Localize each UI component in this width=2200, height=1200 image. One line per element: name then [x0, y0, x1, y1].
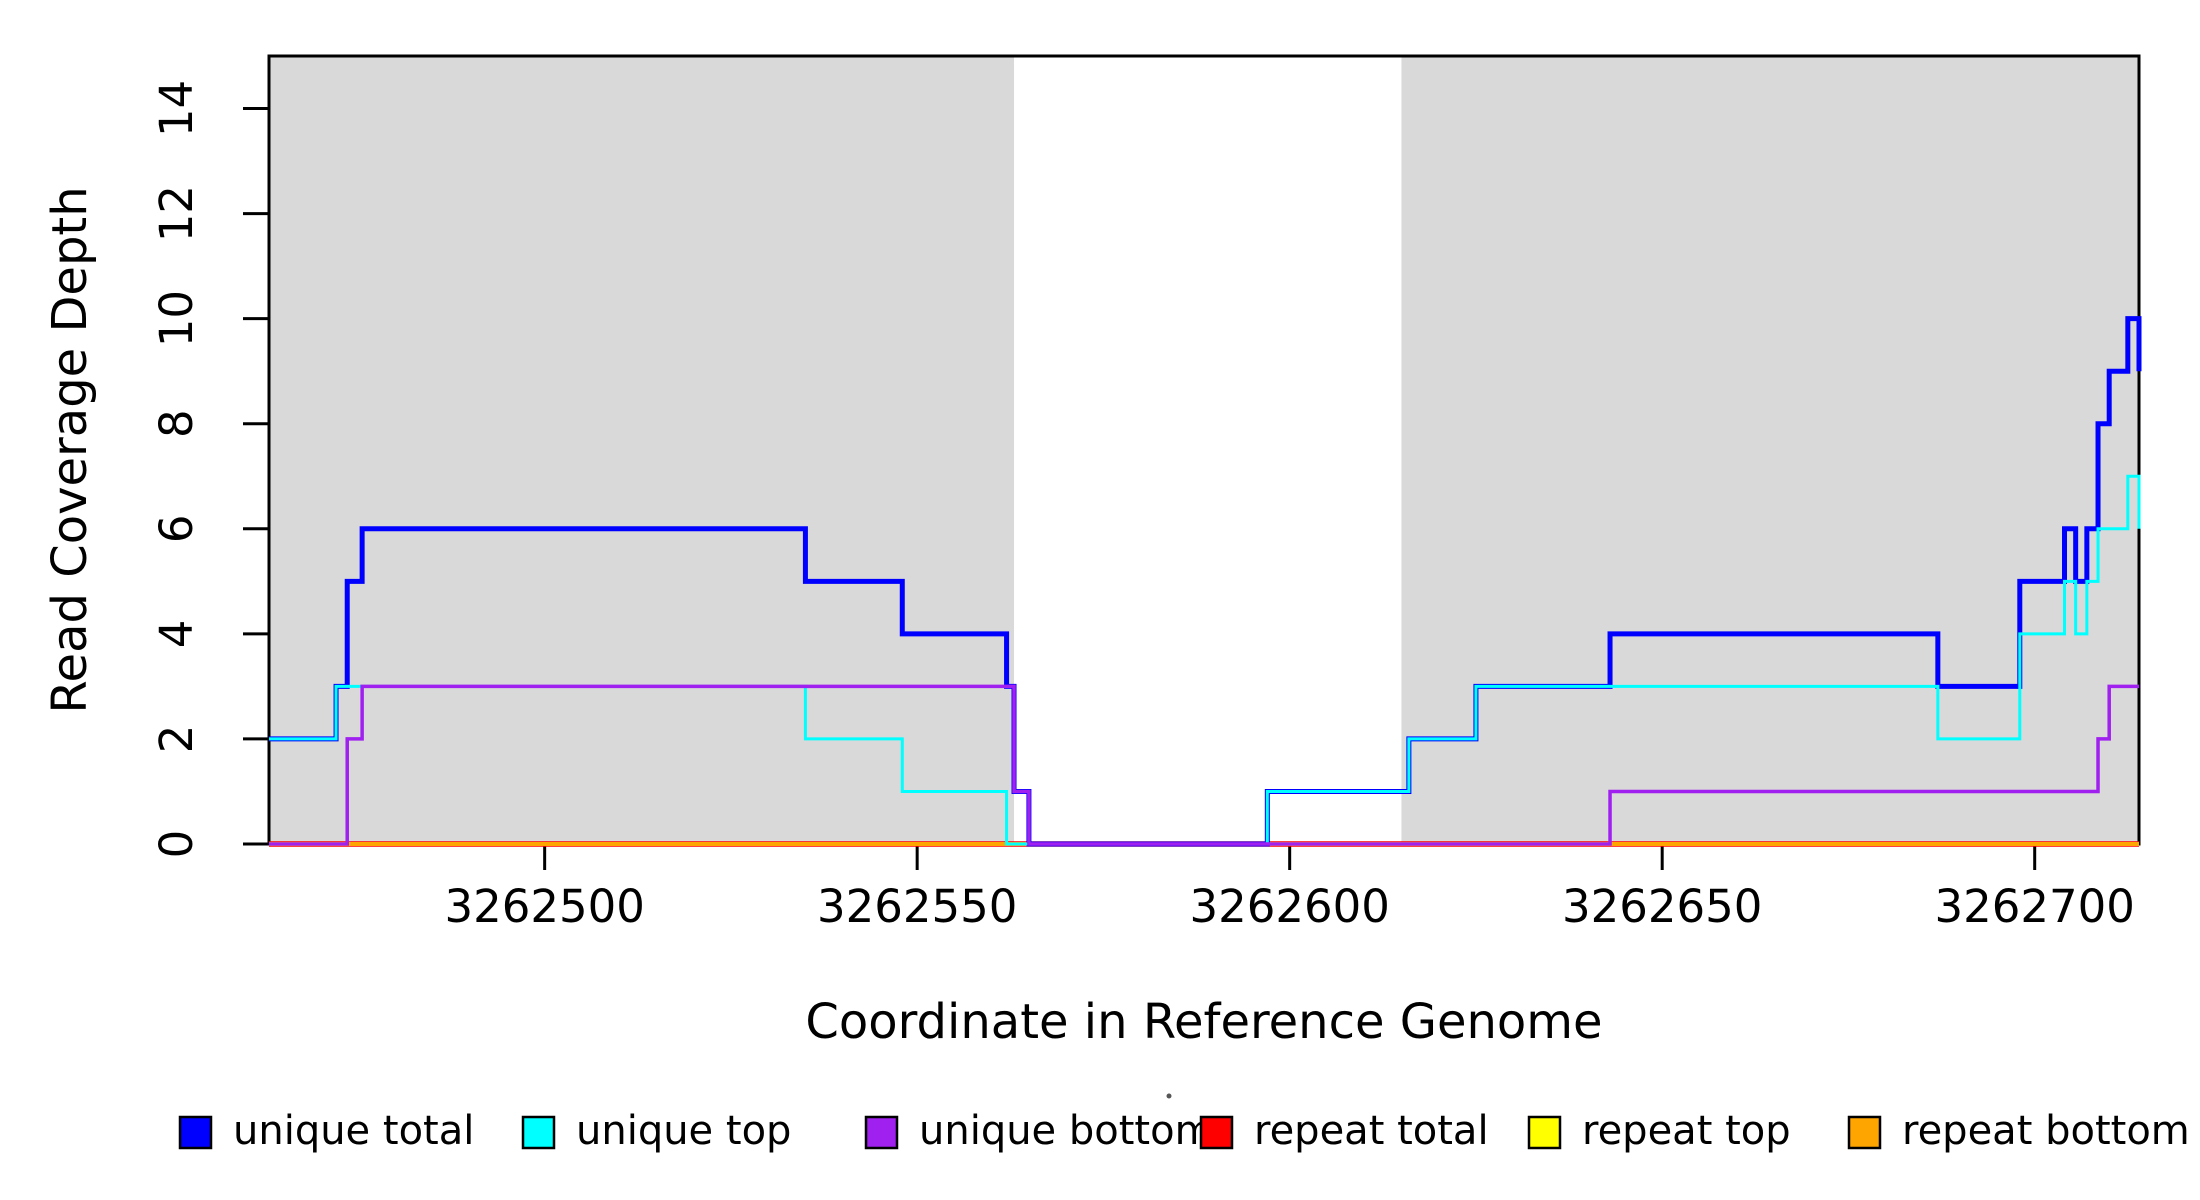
- x-tick-label: 3262600: [1189, 880, 1389, 933]
- y-tick-label: 12: [150, 185, 203, 242]
- legend-label: unique bottom: [919, 1108, 1214, 1154]
- legend-label: unique top: [576, 1108, 791, 1154]
- shaded-region-1: [269, 57, 1015, 844]
- shaded-region-2: [1401, 57, 2139, 844]
- axes: 3262500 3262550 3262600 3262650 3262700 0 2 4 6 8…: [150, 54, 2141, 933]
- y-tick-label: 2: [150, 725, 203, 754]
- series-unique-top: [269, 474, 2141, 846]
- legend-swatch: [521, 1115, 556, 1150]
- y-tick-label: 8: [150, 409, 203, 438]
- x-tick-label: 3262500: [444, 880, 644, 933]
- legend-label: unique total: [233, 1108, 474, 1154]
- legend-item-repeat-bottom: repeat bottom: [1847, 1108, 2190, 1154]
- y-tick-label: 4: [150, 620, 203, 649]
- legend-swatch: [864, 1115, 899, 1150]
- legend-swatch: [1527, 1115, 1562, 1150]
- legend-item-unique-top: unique top: [521, 1108, 791, 1154]
- shaded-regions: [269, 57, 2139, 844]
- legend-label: repeat bottom: [1902, 1108, 2190, 1154]
- x-tick-label: 3262650: [1562, 880, 1762, 933]
- y-tick-label: 10: [150, 290, 203, 347]
- legend-item-repeat-total: repeat total: [1199, 1108, 1489, 1154]
- stray-dot: [1166, 1093, 1172, 1099]
- legend-label: repeat top: [1582, 1108, 1791, 1154]
- legend: unique total unique top unique bottom repea…: [178, 1108, 2190, 1154]
- x-tick-label: 3262700: [1934, 880, 2134, 933]
- legend-item-repeat-top: repeat top: [1527, 1108, 1791, 1154]
- legend-swatch: [1847, 1115, 1882, 1150]
- y-tick-label: 6: [150, 514, 203, 543]
- y-tick-label: 14: [150, 80, 203, 137]
- legend-label: repeat total: [1254, 1108, 1489, 1154]
- legend-swatch: [178, 1115, 213, 1150]
- y-tick-label: 0: [150, 830, 203, 859]
- legend-item-unique-total: unique total: [178, 1108, 474, 1154]
- x-tick-label: 3262550: [817, 880, 1017, 933]
- x-axis-title: Coordinate in Reference Genome: [805, 994, 1602, 1050]
- legend-item-unique-bottom: unique bottom: [864, 1108, 1214, 1154]
- y-axis-title: Read Coverage Depth: [42, 186, 98, 713]
- data-series: [269, 316, 2142, 847]
- series-unique-bottom: [269, 684, 2139, 846]
- legend-swatch: [1199, 1115, 1234, 1150]
